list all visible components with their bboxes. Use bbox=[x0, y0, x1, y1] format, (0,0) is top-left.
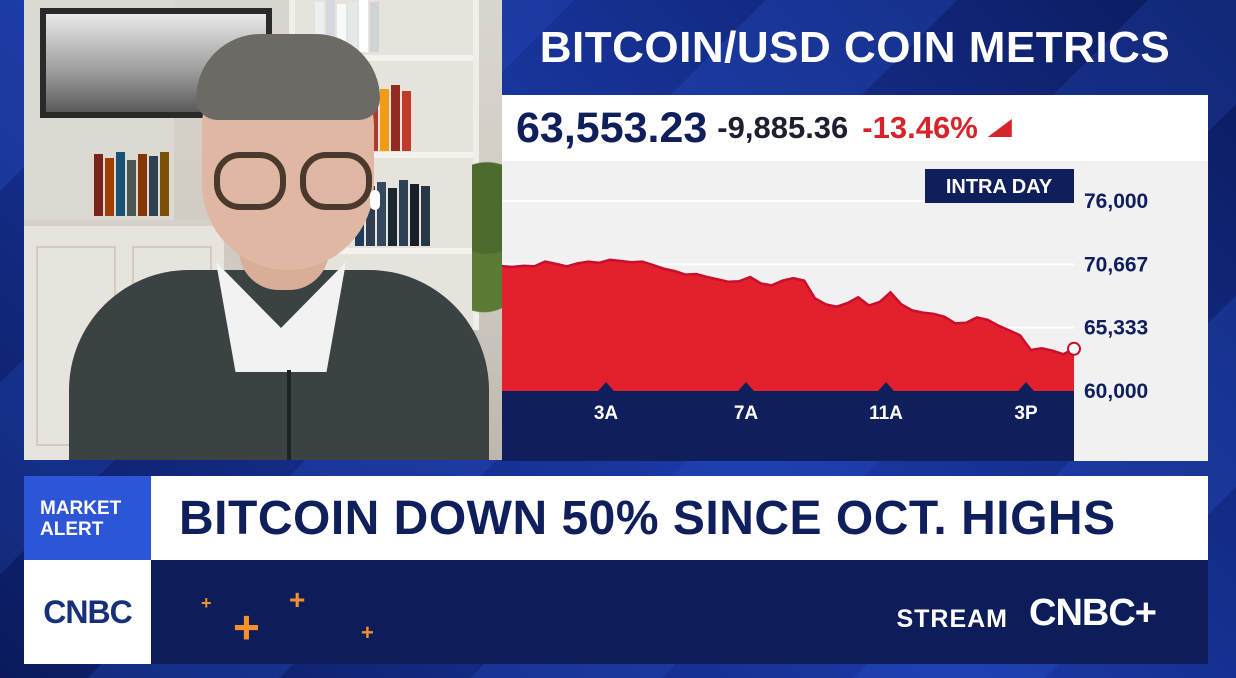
hair bbox=[196, 34, 380, 120]
price-line bbox=[502, 258, 1075, 356]
chart-title: BITCOIN/USD COIN METRICS bbox=[539, 22, 1171, 72]
presenter-video bbox=[24, 0, 502, 460]
x-tick-label: 3A bbox=[594, 403, 619, 424]
percent-change: -13.46% bbox=[862, 110, 978, 145]
earbud bbox=[370, 190, 380, 210]
cnbc-logo: CNBC bbox=[24, 560, 151, 664]
headline-bar: BITCOIN DOWN 50% SINCE OCT. HIGHS bbox=[151, 476, 1208, 560]
plus-icon: + bbox=[289, 584, 306, 615]
chart-title-bar: BITCOIN/USD COIN METRICS bbox=[502, 0, 1208, 95]
cnbc-logo-text: CNBC bbox=[43, 593, 132, 630]
alert-line-1: MARKET bbox=[40, 498, 122, 519]
x-axis-band bbox=[502, 391, 1074, 461]
x-tick-marker bbox=[738, 382, 754, 391]
intraday-badge bbox=[925, 169, 1074, 203]
chart-svg: 3A 7A 11A 3P 76,000 70,667 65,333 60,000 INTRA D… bbox=[502, 169, 1148, 461]
intraday-chart: 3A 7A 11A 3P 76,000 70,667 65,333 60,000 INTRA D… bbox=[502, 161, 1208, 461]
plus-icon: + bbox=[201, 593, 212, 613]
current-price: 63,553.23 bbox=[516, 103, 708, 152]
stream-label: STREAM bbox=[896, 605, 1008, 633]
cnbc-plus-logo: CNBC+ bbox=[1029, 592, 1157, 634]
price-change: -9,885.36 bbox=[717, 110, 849, 145]
y-tick-label: 70,667 bbox=[1084, 253, 1148, 276]
desk-books bbox=[94, 152, 169, 216]
last-price-marker bbox=[1067, 341, 1081, 356]
intraday-label: INTRA DAY bbox=[946, 176, 1053, 198]
y-tick-label: 76,000 bbox=[1084, 190, 1148, 213]
y-tick-label: 65,333 bbox=[1084, 317, 1148, 340]
x-tick-label: 11A bbox=[869, 403, 903, 424]
plus-icon: + bbox=[361, 620, 374, 645]
x-tick-marker bbox=[1018, 382, 1034, 391]
x-tick-label: 7A bbox=[734, 403, 759, 424]
x-tick-marker bbox=[598, 382, 614, 391]
alert-line-2: ALERT bbox=[40, 519, 104, 540]
headline-text: BITCOIN DOWN 50% SINCE OCT. HIGHS bbox=[179, 491, 1116, 545]
price-bar: 63,553.23 -9,885.36 -13.46% bbox=[502, 95, 1208, 161]
x-tick-marker bbox=[878, 382, 894, 391]
x-tick-label: 3P bbox=[1014, 403, 1038, 424]
market-alert-badge: MARKET ALERT bbox=[24, 476, 151, 560]
plant bbox=[472, 160, 502, 320]
zipper bbox=[287, 370, 291, 460]
y-tick-label: 60,000 bbox=[1084, 380, 1148, 403]
down-arrow-icon bbox=[987, 119, 1012, 137]
glasses bbox=[214, 152, 374, 216]
plus-icon: + bbox=[233, 601, 260, 653]
ticker-bar: + + + + STREAM CNBC+ bbox=[151, 560, 1208, 664]
price-area bbox=[502, 259, 1074, 391]
